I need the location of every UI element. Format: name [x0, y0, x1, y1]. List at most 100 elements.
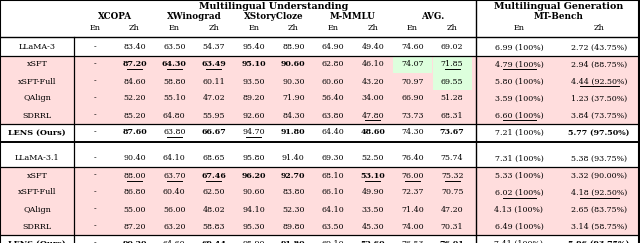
Text: -: -	[93, 189, 96, 197]
Bar	[0, 184, 640, 201]
Text: Zh: Zh	[129, 24, 140, 32]
Text: QAlign: QAlign	[23, 95, 51, 103]
Text: 68.31: 68.31	[441, 112, 463, 120]
Text: 55.10: 55.10	[163, 95, 186, 103]
Text: 60.40: 60.40	[163, 189, 186, 197]
Text: 71.85: 71.85	[441, 61, 463, 69]
Text: 3.14 (58.75%): 3.14 (58.75%)	[571, 223, 627, 231]
Text: 62.80: 62.80	[322, 61, 344, 69]
Text: 92.60: 92.60	[243, 112, 265, 120]
Text: 88.00: 88.00	[124, 172, 146, 180]
Text: QAlign: QAlign	[23, 206, 51, 214]
Text: 90.20: 90.20	[122, 240, 147, 243]
Text: 58.83: 58.83	[203, 223, 225, 231]
Text: -: -	[93, 112, 96, 120]
Text: 3.59 (100%): 3.59 (100%)	[495, 95, 543, 103]
Text: 55.00: 55.00	[124, 206, 146, 214]
Text: 74.30: 74.30	[401, 129, 424, 137]
Text: 89.80: 89.80	[282, 223, 305, 231]
Text: En: En	[328, 24, 339, 32]
Text: 70.31: 70.31	[441, 223, 463, 231]
Text: 94.10: 94.10	[243, 206, 265, 214]
Text: Zh: Zh	[447, 24, 458, 32]
Text: 87.20: 87.20	[122, 61, 147, 69]
Text: 75.74: 75.74	[441, 155, 463, 163]
Text: 85.20: 85.20	[124, 112, 146, 120]
Text: 5.33 (100%): 5.33 (100%)	[495, 172, 543, 180]
Text: -: -	[93, 129, 96, 137]
Text: 62.50: 62.50	[203, 189, 225, 197]
Text: -: -	[93, 95, 96, 103]
Text: 5.38 (93.75%): 5.38 (93.75%)	[571, 155, 627, 163]
Bar	[433, 56, 472, 73]
Bar	[0, 73, 640, 90]
Text: 43.20: 43.20	[362, 78, 384, 86]
Text: XWinograd: XWinograd	[167, 12, 221, 21]
Text: xSFT-Full: xSFT-Full	[18, 78, 56, 86]
Text: 33.50: 33.50	[362, 206, 384, 214]
Text: 84.30: 84.30	[282, 112, 305, 120]
Text: AVG.: AVG.	[420, 12, 444, 21]
Text: -: -	[93, 206, 96, 214]
Text: 70.97: 70.97	[401, 78, 424, 86]
Text: 58.80: 58.80	[163, 78, 186, 86]
Text: LLaMA-3: LLaMA-3	[19, 43, 56, 52]
Text: 73.73: 73.73	[401, 112, 424, 120]
Text: -: -	[93, 223, 96, 231]
Text: 6.02 (100%): 6.02 (100%)	[495, 189, 543, 197]
Text: 76.00: 76.00	[401, 172, 424, 180]
Text: 34.00: 34.00	[362, 95, 384, 103]
Text: 63.80: 63.80	[322, 112, 344, 120]
Text: 91.80: 91.80	[281, 129, 306, 137]
Text: 63.50: 63.50	[163, 43, 186, 52]
Text: 64.90: 64.90	[322, 43, 344, 52]
Text: 46.10: 46.10	[362, 61, 384, 69]
Text: 63.20: 63.20	[163, 223, 186, 231]
Text: Zh: Zh	[288, 24, 299, 32]
Text: Multilingual Understanding: Multilingual Understanding	[199, 2, 348, 11]
Text: 60.11: 60.11	[203, 78, 225, 86]
Text: En: En	[90, 24, 100, 32]
Text: 6.60 (100%): 6.60 (100%)	[495, 112, 543, 120]
Text: 94.70: 94.70	[243, 129, 265, 137]
Text: LLaMA-3.1: LLaMA-3.1	[15, 155, 60, 163]
Text: 4.79 (100%): 4.79 (100%)	[495, 61, 543, 69]
Text: SDRRL: SDRRL	[22, 112, 52, 120]
Bar	[433, 73, 472, 90]
Text: 90.60: 90.60	[281, 61, 306, 69]
Text: 66.67: 66.67	[202, 129, 227, 137]
Text: 47.20: 47.20	[441, 206, 463, 214]
Text: 83.80: 83.80	[282, 189, 305, 197]
Text: 66.90: 66.90	[401, 95, 424, 103]
Text: 45.30: 45.30	[362, 223, 384, 231]
Text: 73.67: 73.67	[440, 129, 465, 137]
Text: 1.23 (37.50%): 1.23 (37.50%)	[571, 95, 627, 103]
Text: 64.80: 64.80	[163, 112, 186, 120]
Text: -: -	[93, 172, 96, 180]
Text: 5.77 (97.50%): 5.77 (97.50%)	[568, 129, 630, 137]
Text: 90.60: 90.60	[243, 189, 265, 197]
Text: 2.94 (88.75%): 2.94 (88.75%)	[571, 61, 627, 69]
Text: -: -	[93, 43, 96, 52]
Bar	[0, 56, 640, 73]
Text: 48.60: 48.60	[360, 129, 385, 137]
Text: En: En	[513, 24, 525, 32]
Text: 89.20: 89.20	[243, 95, 265, 103]
Text: 86.80: 86.80	[124, 189, 146, 197]
Text: 5.80 (100%): 5.80 (100%)	[495, 78, 543, 86]
Bar	[0, 201, 640, 218]
Text: -: -	[93, 61, 96, 69]
Text: 90.40: 90.40	[124, 155, 146, 163]
Text: 63.80: 63.80	[163, 129, 186, 137]
Text: 87.60: 87.60	[122, 129, 147, 137]
Text: 95.10: 95.10	[241, 61, 266, 69]
Text: 76.40: 76.40	[401, 155, 424, 163]
Text: -: -	[93, 240, 96, 243]
Text: 74.60: 74.60	[401, 43, 424, 52]
Bar	[0, 167, 640, 184]
Text: LENS (Ours): LENS (Ours)	[8, 129, 66, 137]
Text: 63.49: 63.49	[202, 61, 227, 69]
Text: 4.13 (100%): 4.13 (100%)	[495, 206, 543, 214]
Text: 96.20: 96.20	[241, 172, 266, 180]
Text: 74.00: 74.00	[401, 223, 424, 231]
